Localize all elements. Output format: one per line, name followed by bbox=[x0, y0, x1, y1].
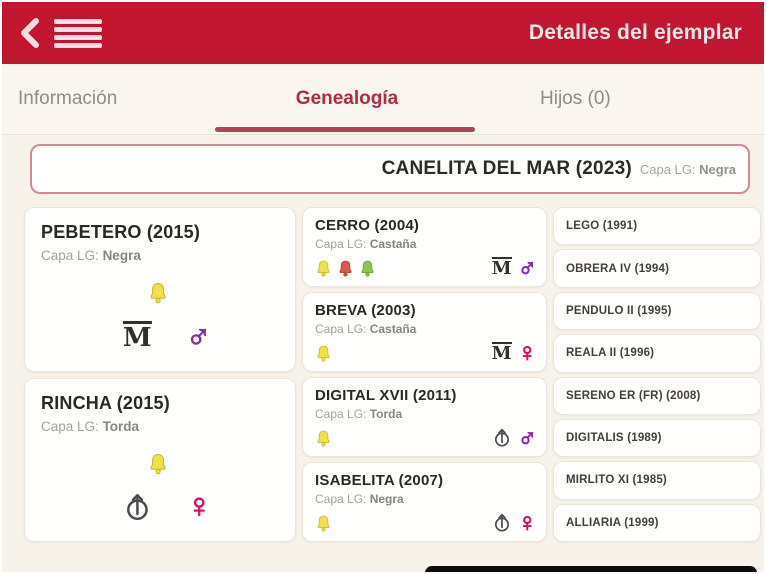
horse-name: MIRLITO XI (1985) bbox=[566, 474, 667, 487]
parents-column: PEBETERO (2015) Capa LG: Negra M ♂ RINCH… bbox=[24, 207, 296, 542]
pedigree-card-great-grandparent[interactable]: MIRLITO XI (1985) bbox=[553, 461, 761, 500]
green-bell-icon bbox=[361, 260, 374, 277]
horse-name: LEGO (1991) bbox=[566, 220, 638, 233]
grandparents-column: CERRO (2004) Capa LG: Castaña M ♂ BREVA … bbox=[302, 207, 547, 542]
chevron-left-icon bbox=[21, 18, 39, 48]
horse-name: ISABELITA (2007) bbox=[315, 472, 444, 489]
yellow-bell-icon bbox=[317, 345, 330, 362]
pedigree-card-great-grandparent[interactable]: PENDULO II (1995) bbox=[553, 291, 761, 331]
pedigree-card-great-grandparent[interactable]: REALA II (1996) bbox=[553, 334, 761, 373]
app-bar: Detalles del ejemplar bbox=[2, 2, 764, 64]
tab-bar: Información Genealogía Hijos (0) bbox=[2, 64, 764, 135]
home-indicator-bar[interactable] bbox=[425, 566, 757, 572]
horse-name: BREVA (2003) bbox=[315, 302, 416, 319]
great-grandparents-column: LEGO (1991) OBRERA IV (1994) PENDULO II … bbox=[553, 207, 761, 542]
yellow-bell-icon bbox=[317, 430, 330, 447]
back-button[interactable] bbox=[16, 16, 44, 50]
horse-name: CERRO (2004) bbox=[315, 217, 420, 234]
horse-name: ALLIARIA (1999) bbox=[566, 516, 659, 529]
pedigree-card-grandparent[interactable]: BREVA (2003) Capa LG: Castaña M ♀ bbox=[302, 292, 547, 372]
active-tab-underline bbox=[215, 127, 475, 132]
horse-name: DIGITAL XVII (2011) bbox=[315, 387, 457, 404]
pedigree-card-grandparent[interactable]: CERRO (2004) Capa LG: Castaña M ♂ bbox=[302, 207, 547, 287]
award-bell-icons bbox=[146, 451, 170, 477]
pedigree-card-great-grandparent[interactable]: LEGO (1991) bbox=[553, 207, 761, 246]
award-bell-icons bbox=[314, 343, 333, 364]
horse-coat: Capa LG: Negra bbox=[41, 248, 141, 263]
pedigree-card-sire[interactable]: PEBETERO (2015) Capa LG: Negra M ♂ bbox=[24, 207, 296, 372]
circle-arrow-logo-icon bbox=[494, 513, 509, 532]
horse-name: DIGITALIS (1989) bbox=[566, 432, 662, 445]
pedigree-card-grandparent[interactable]: ISABELITA (2007) Capa LG: Negra ♀ bbox=[302, 462, 547, 542]
pedigree-card-dam[interactable]: RINCHA (2015) Capa LG: Torda ♀ bbox=[24, 377, 296, 542]
female-symbol-icon: ♀ bbox=[517, 337, 537, 367]
crowned-m-logo-icon: M bbox=[491, 341, 512, 364]
award-bell-icons bbox=[146, 280, 170, 306]
male-symbol-icon: ♂ bbox=[517, 252, 537, 282]
horse-name: RINCHA (2015) bbox=[41, 392, 170, 413]
tab-hijos[interactable]: Hijos (0) bbox=[540, 88, 611, 109]
horse-coat: Capa LG: Torda bbox=[41, 418, 140, 434]
yellow-bell-icon bbox=[150, 453, 166, 474]
pedigree-grid: PEBETERO (2015) Capa LG: Negra M ♂ RINCH… bbox=[24, 207, 761, 542]
award-bell-icons bbox=[314, 513, 333, 534]
horse-coat: Capa LG: Torda bbox=[315, 407, 403, 421]
horse-coat: Capa LG: Castaña bbox=[315, 237, 417, 251]
crowned-m-logo-icon: M bbox=[122, 320, 152, 353]
subject-coat: Capa LG: Negra bbox=[639, 161, 736, 177]
horse-coat: Capa LG: Castaña bbox=[315, 322, 417, 336]
horse-name: PEBETERO (2015) bbox=[41, 222, 201, 242]
yellow-bell-icon bbox=[317, 515, 330, 532]
hamburger-icon bbox=[54, 18, 102, 24]
horse-name: SERENO ER (FR) (2008) bbox=[566, 389, 701, 402]
subject-banner[interactable]: CANELITA DEL MAR (2023) Capa LG: Negra bbox=[30, 144, 750, 194]
pedigree-card-great-grandparent[interactable]: OBRERA IV (1994) bbox=[553, 249, 761, 288]
horse-name: PENDULO II (1995) bbox=[566, 304, 672, 317]
horse-name: OBRERA IV (1994) bbox=[566, 262, 670, 275]
pedigree-card-great-grandparent[interactable]: ALLIARIA (1999) bbox=[553, 503, 761, 542]
subject-name: CANELITA DEL MAR (2023) bbox=[381, 158, 632, 179]
yellow-bell-icon bbox=[150, 282, 166, 304]
pedigree-card-great-grandparent[interactable]: SERENO ER (FR) (2008) bbox=[553, 376, 761, 415]
pedigree-card-grandparent[interactable]: DIGITAL XVII (2011) Capa LG: Torda ♂ bbox=[302, 377, 547, 457]
page-title: Detalles del ejemplar bbox=[528, 21, 742, 44]
crowned-m-logo-icon: M bbox=[491, 256, 512, 279]
horse-coat: Capa LG: Negra bbox=[315, 492, 404, 506]
tab-informacion[interactable]: Información bbox=[18, 88, 118, 109]
circle-arrow-logo-icon bbox=[127, 493, 148, 521]
female-symbol-icon: ♀ bbox=[186, 487, 212, 525]
horse-name: REALA II (1996) bbox=[566, 347, 655, 360]
female-symbol-icon: ♀ bbox=[517, 507, 537, 537]
red-bell-icon bbox=[339, 260, 352, 277]
hamburger-menu-button[interactable] bbox=[54, 16, 102, 50]
award-bell-icons bbox=[314, 428, 333, 449]
male-symbol-icon: ♂ bbox=[185, 316, 212, 355]
male-symbol-icon: ♂ bbox=[517, 422, 537, 452]
tab-genealogia[interactable]: Genealogía bbox=[295, 88, 399, 109]
award-bell-icons bbox=[314, 258, 377, 279]
circle-arrow-logo-icon bbox=[494, 428, 509, 447]
pedigree-card-great-grandparent[interactable]: DIGITALIS (1989) bbox=[553, 418, 761, 458]
yellow-bell-icon bbox=[317, 260, 330, 277]
